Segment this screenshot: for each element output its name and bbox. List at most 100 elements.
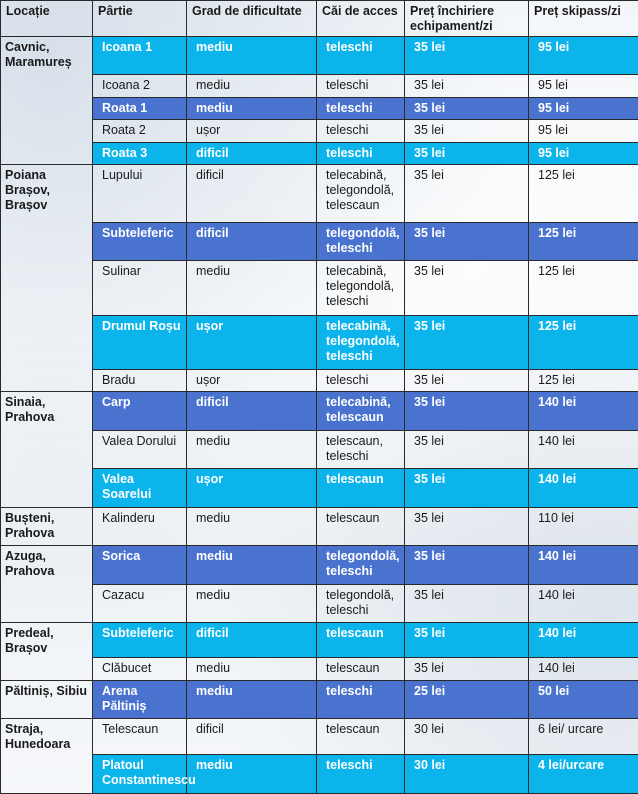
rental-price-cell: 30 lei (404, 717, 529, 756)
difficulty-cell: mediu (186, 429, 317, 470)
header-slope: Pârtie (92, 0, 187, 37)
rental-price-cell: 30 lei (404, 754, 529, 794)
slope-cell: Valea Dorului (92, 429, 187, 470)
skipass-price-cell: 140 lei (528, 468, 638, 508)
difficulty-cell: dificil (186, 141, 317, 166)
access-cell: telegondolă, teleschi (316, 221, 405, 262)
skipass-price-cell: 140 lei (528, 391, 638, 431)
slope-cell: Sulinar (92, 260, 187, 316)
rental-price-cell: 35 lei (404, 260, 529, 316)
rental-price-cell: 35 lei (404, 35, 529, 76)
difficulty-cell: dificil (186, 717, 317, 756)
table-row: Valea Soarelui ușor telescaun 35 lei 140 lei (1, 468, 638, 508)
access-cell: teleschi (316, 754, 405, 794)
slope-cell: Platoul Constantinescu (92, 754, 196, 794)
access-cell: teleschi (316, 141, 405, 166)
location-cell: Azuga, Prahova (0, 545, 93, 623)
difficulty-cell: mediu (186, 96, 317, 121)
table-body: Cavnic, Maramureș Icoana 1 mediu teleschi 35… (0, 35, 638, 794)
table-row: Sinaia, Prahova Carp dificil telecabină, te… (0, 391, 638, 508)
access-cell: telecabină, telescaun (316, 391, 405, 431)
difficulty-cell: mediu (186, 754, 317, 794)
slope-cell: Drumul Roșu (92, 314, 187, 370)
header-difficulty: Grad de dificultate (186, 0, 317, 37)
location-cell: Poiana Brașov, Brașov (0, 164, 93, 393)
access-cell: telegondolă, teleschi (316, 583, 405, 623)
table-row: Roata 1 mediu teleschi 35 lei 95 lei (1, 96, 638, 121)
difficulty-cell: ușor (186, 368, 317, 393)
access-cell: teleschi (316, 679, 405, 719)
skipass-price-cell: 125 lei (528, 260, 638, 316)
access-cell: telecabină, telegondolă, teleschi (316, 314, 405, 370)
location-cell: Cavnic, Maramureș (0, 35, 93, 166)
slope-cell: Carp (92, 391, 187, 431)
difficulty-cell: mediu (186, 545, 317, 585)
rental-price-cell: 35 lei (404, 141, 529, 166)
slope-cell: Kalinderu (92, 506, 187, 547)
access-cell: teleschi (316, 35, 405, 76)
skipass-price-cell: 4 lei/urcare (528, 754, 638, 794)
access-cell: teleschi (316, 119, 405, 143)
rental-price-cell: 35 lei (404, 119, 529, 143)
difficulty-cell: dificil (186, 164, 317, 223)
access-cell: telescaun (316, 468, 405, 508)
rental-price-cell: 35 lei (404, 164, 529, 223)
slope-cell: Valea Soarelui (92, 468, 187, 508)
rental-price-cell: 35 lei (404, 314, 529, 370)
skipass-price-cell: 95 lei (528, 141, 638, 166)
slope-cell: Bradu (92, 368, 187, 393)
access-cell: telecabină, telegondolă, teleschi (316, 260, 405, 316)
access-cell: telescaun (316, 506, 405, 547)
rental-price-cell: 35 lei (404, 545, 529, 585)
skipass-price-cell: 110 lei (528, 506, 638, 547)
rental-price-cell: 35 lei (404, 391, 529, 431)
table-row: Clăbucet mediu telescaun 35 lei 140 lei (1, 657, 638, 681)
slope-cell: Roata 2 (92, 119, 187, 143)
access-cell: telescaun (316, 717, 405, 756)
table-row: Păltiniș, Sibiu Arena Păltiniș mediu telesc… (0, 679, 638, 719)
slope-cell: Roata 1 (92, 96, 187, 121)
table-row: Sulinar mediu telecabină, telegondolă, tel… (1, 260, 638, 316)
access-cell: teleschi (316, 368, 405, 393)
rental-price-cell: 35 lei (404, 621, 529, 659)
access-cell: telescaun (316, 621, 405, 659)
skipass-price-cell: 125 lei (528, 221, 638, 262)
difficulty-cell: dificil (186, 221, 317, 262)
slope-cell: Icoana 2 (92, 74, 187, 98)
skipass-price-cell: 95 lei (528, 96, 638, 121)
rental-price-cell: 35 lei (404, 74, 529, 98)
skipass-price-cell: 140 lei (528, 583, 638, 623)
table-row: Drumul Roșu ușor telecabină, telegondolă, … (1, 314, 638, 370)
location-cell: Predeal, Brașov (0, 621, 93, 681)
table-row: Subteleferic dificil telegondolă, teleschi… (1, 221, 638, 262)
difficulty-cell: ușor (186, 314, 317, 370)
table-row: Bușteni, Prahova Kalinderu mediu telescaun 3… (0, 506, 638, 547)
skipass-price-cell: 140 lei (528, 429, 638, 470)
skipass-price-cell: 95 lei (528, 74, 638, 98)
slope-cell: Arena Păltiniș (92, 679, 187, 719)
difficulty-cell: mediu (186, 506, 317, 547)
rental-price-cell: 35 lei (404, 506, 529, 547)
slope-cell: Lupului (92, 164, 187, 223)
table-row: Valea Dorului mediu telescaun, teleschi 35 … (1, 429, 638, 470)
rental-price-cell: 35 lei (404, 583, 529, 623)
rental-price-cell: 35 lei (404, 468, 529, 508)
access-cell: telescaun (316, 657, 405, 681)
table-row: Predeal, Brașov Subteleferic dificil telesc… (0, 621, 638, 681)
difficulty-cell: ușor (186, 468, 317, 508)
skipass-price-cell: 140 lei (528, 545, 638, 585)
table-row: Roata 2 ușor teleschi 35 lei 95 lei (1, 119, 638, 143)
header-access: Căi de acces (316, 0, 405, 37)
table-row: Cazacu mediu telegondolă, teleschi 35 lei 14… (1, 583, 638, 623)
skipass-price-cell: 125 lei (528, 368, 638, 393)
difficulty-cell: mediu (186, 260, 317, 316)
header-row: Locație Pârtie Grad de dificultate Căi d… (0, 0, 638, 37)
slope-cell: Icoana 1 (92, 35, 187, 76)
header-rental-price: Preț închiriere echipament/zi (404, 0, 529, 37)
skipass-price-cell: 125 lei (528, 164, 638, 223)
table-row: Poiana Brașov, Brașov Lupului dificil telec… (0, 164, 638, 393)
slope-cell: Sorica (92, 545, 187, 585)
skipass-price-cell: 140 lei (528, 657, 638, 681)
